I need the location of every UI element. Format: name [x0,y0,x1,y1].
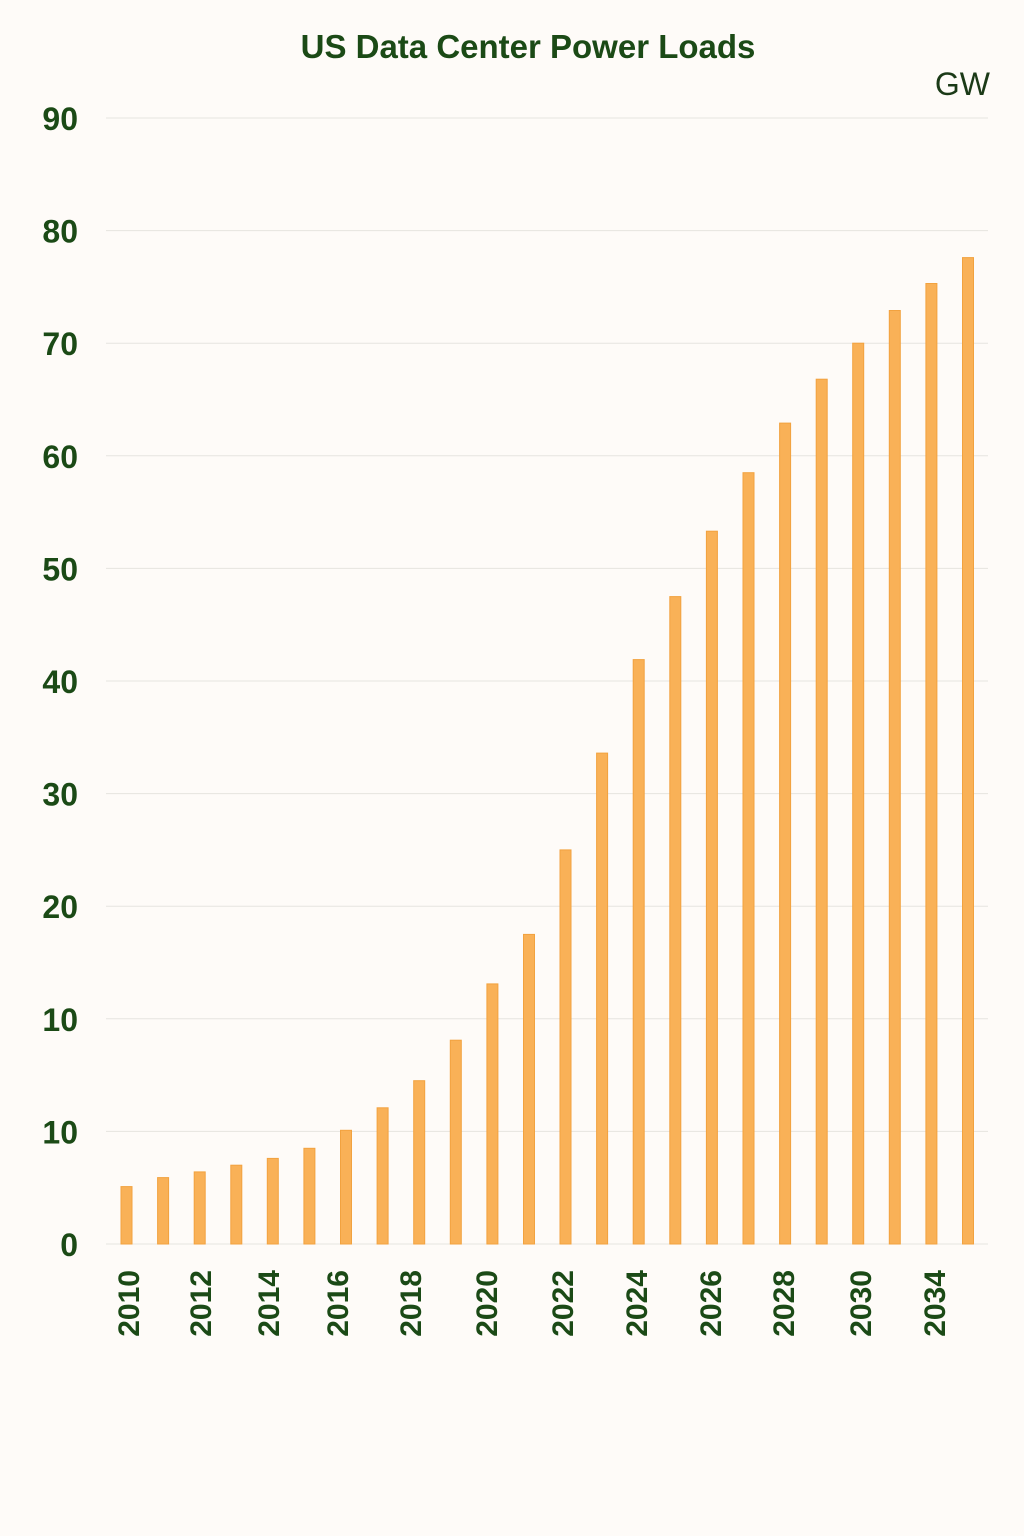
bar [523,933,535,1245]
x-tick-label: 2010 [113,1270,146,1337]
bar [340,1129,352,1245]
x-tick-label: 2018 [395,1270,428,1337]
x-tick-label: 2014 [253,1270,286,1337]
bars [120,257,974,1245]
y-tick-label: 10 [42,1114,78,1150]
chart-title: US Data Center Power Loads [301,28,756,65]
y-tick-label: 60 [42,439,78,475]
bar [413,1080,426,1245]
y-tick-label: 30 [42,777,78,813]
bar [596,752,609,1245]
y-tick-label: 50 [42,551,78,587]
y-tick-label: 20 [42,889,78,925]
y-tick-label: 10 [42,1002,78,1038]
grid-layer [106,117,988,1245]
x-tick-label: 2022 [547,1270,580,1337]
x-tick-label: 2016 [322,1270,355,1337]
x-tick-label: 2020 [471,1270,504,1337]
bar [815,378,828,1245]
bar [486,983,499,1245]
x-tick-label: 2034 [919,1270,952,1337]
bar [888,310,901,1245]
unit-label: GW [935,66,991,102]
y-tick-label: 0 [60,1227,78,1263]
x-tick-label: 2024 [621,1270,654,1337]
bar [193,1171,206,1245]
bar [157,1177,170,1245]
bar [303,1147,316,1245]
x-tick-label: 2026 [695,1270,728,1337]
bar [120,1186,133,1245]
y-tick-label: 90 [42,101,78,137]
bar [669,596,682,1245]
x-tick-label: 2028 [768,1270,801,1337]
bar [925,283,938,1245]
x-tick-label: 2012 [185,1270,218,1337]
x-tick-label: 2030 [845,1270,878,1337]
bar [266,1157,279,1245]
bar [962,257,974,1245]
y-tick-label: 80 [42,214,78,250]
bar [230,1164,243,1245]
bar [449,1039,462,1245]
bar [376,1107,389,1245]
x-axis-ticks: 2010 2012 2014 2016 2018 2020 2022 2024 2026 2028… [113,1270,952,1337]
bar [632,659,645,1245]
y-tick-label: 70 [42,326,78,362]
bar [779,422,792,1245]
bar [742,472,755,1245]
bar [705,530,718,1245]
bar [559,849,572,1245]
y-tick-label: 40 [42,664,78,700]
bar [852,342,865,1245]
y-axis-ticks: 0 10 10 20 30 40 50 60 70 80 90 [42,101,78,1263]
